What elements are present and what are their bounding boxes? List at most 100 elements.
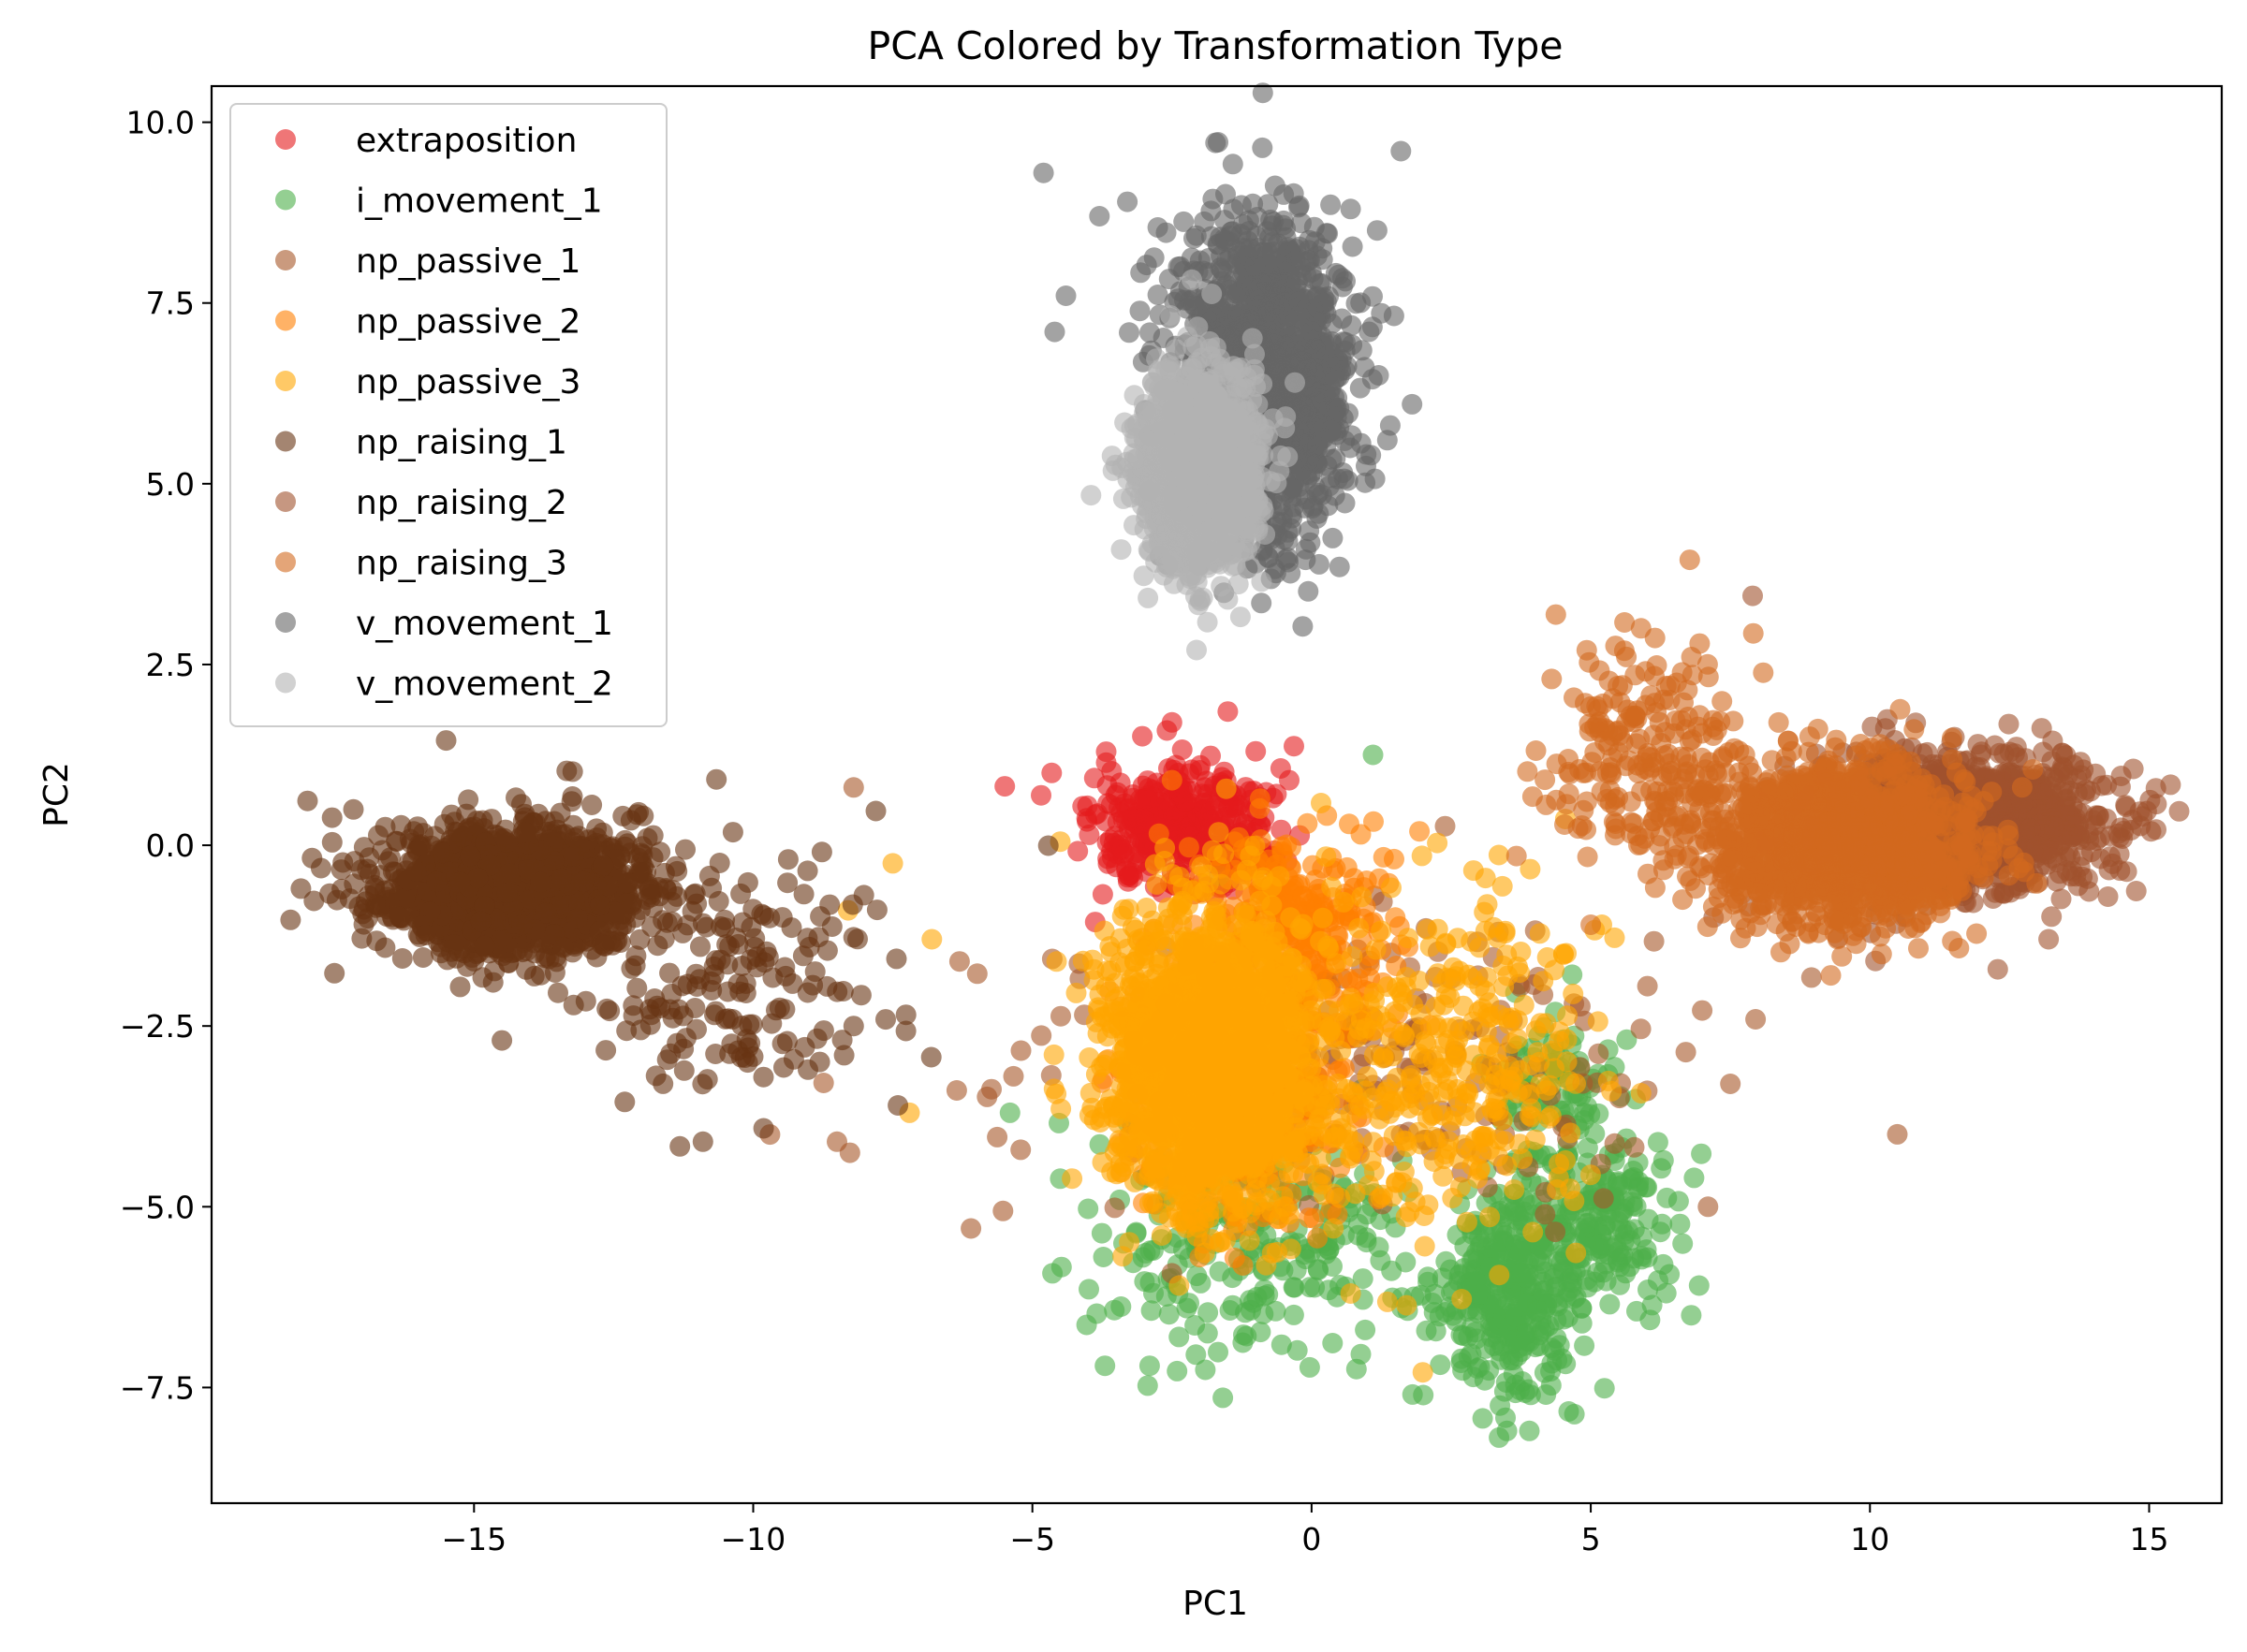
data-point [1109, 1130, 1130, 1151]
data-point [1228, 1055, 1250, 1076]
data-point [1175, 791, 1196, 812]
data-point [1667, 1191, 1689, 1212]
data-point [1148, 951, 1169, 972]
data-point [1326, 953, 1347, 974]
data-point [1371, 920, 1392, 942]
data-point [1137, 1375, 1158, 1396]
data-point [1193, 1031, 1214, 1052]
data-point [1208, 1341, 1228, 1363]
data-point [1365, 939, 1387, 960]
data-point [1491, 875, 1513, 897]
data-point [1160, 969, 1182, 990]
data-point [1161, 769, 1182, 791]
data-point [813, 1073, 834, 1093]
data-point [1576, 1213, 1597, 1235]
data-point [1675, 1042, 1696, 1063]
data-point [1285, 1131, 1307, 1152]
data-point [1245, 740, 1267, 762]
data-point [1576, 1269, 1597, 1291]
data-point [1190, 754, 1212, 776]
data-point [1043, 1044, 1065, 1065]
data-point [1046, 951, 1067, 972]
data-point [948, 951, 970, 972]
data-point [1146, 873, 1168, 895]
data-point [1178, 837, 1199, 858]
data-point [1256, 1134, 1278, 1156]
data-point [1099, 936, 1121, 958]
data-point [1562, 964, 1583, 986]
data-point [1226, 1212, 1248, 1234]
data-point [1571, 1312, 1593, 1334]
points-layer [280, 82, 2190, 1448]
data-point [1565, 1073, 1586, 1094]
data-point [1184, 1182, 1206, 1204]
data-point [1505, 1374, 1526, 1396]
data-point [1153, 1039, 1175, 1060]
data-point [992, 1200, 1014, 1221]
data-point [1395, 1251, 1417, 1273]
data-point [1299, 1356, 1320, 1378]
data-point [1250, 1322, 1271, 1343]
data-point [1205, 904, 1226, 926]
data-point [1391, 1090, 1413, 1112]
data-point [1312, 907, 1333, 928]
data-point [1473, 1132, 1494, 1153]
data-point [1118, 899, 1139, 920]
data-point [1094, 1054, 1115, 1075]
data-point [1396, 1294, 1417, 1316]
data-point [1092, 884, 1113, 905]
data-point [1611, 1219, 1633, 1240]
data-point [1343, 993, 1364, 1015]
data-point [1651, 1158, 1672, 1179]
data-point [1376, 1291, 1398, 1312]
data-point [1395, 976, 1417, 998]
data-point [1281, 837, 1301, 858]
data-point [1409, 821, 1431, 842]
data-point [1496, 1155, 1518, 1177]
data-point [1691, 1143, 1712, 1164]
data-point [1545, 1221, 1566, 1243]
data-point [994, 776, 1016, 797]
data-point [1050, 1256, 1072, 1278]
data-point [1215, 778, 1237, 799]
data-point [1557, 1005, 1579, 1027]
data-point [1577, 1096, 1598, 1118]
data-point [1509, 1241, 1531, 1263]
data-point [1425, 996, 1447, 1017]
data-point [1333, 891, 1355, 913]
data-point [1246, 983, 1267, 1003]
data-point [1031, 1025, 1052, 1046]
data-point [1043, 1078, 1065, 1100]
data-point [1217, 701, 1239, 723]
data-point [1527, 1042, 1549, 1063]
data-point [1279, 769, 1300, 791]
data-point [1207, 1076, 1228, 1097]
data-point [1597, 1070, 1619, 1091]
data-point [1442, 1305, 1463, 1326]
data-point [1176, 1201, 1197, 1221]
data-point [1465, 1271, 1487, 1293]
data-point [1094, 1355, 1116, 1377]
data-point [1138, 1355, 1160, 1377]
data-point [1488, 1054, 1509, 1075]
data-point [1556, 943, 1577, 964]
data-point [1079, 1082, 1101, 1104]
data-point [1169, 1025, 1191, 1046]
data-point [1310, 1086, 1330, 1107]
data-point [1394, 1026, 1415, 1047]
data-point [1224, 1247, 1245, 1268]
data-point [1215, 1229, 1236, 1250]
data-point [1490, 1395, 1511, 1416]
data-point [1067, 841, 1089, 862]
data-point [1151, 1225, 1172, 1246]
data-point [1315, 846, 1337, 868]
data-point [1185, 1065, 1207, 1087]
data-point [1088, 1000, 1109, 1020]
data-point [1462, 860, 1484, 882]
data-point [1376, 1012, 1398, 1032]
data-point [1493, 1131, 1515, 1152]
data-point [1547, 1178, 1567, 1200]
data-point [1096, 775, 1118, 797]
data-point [1577, 1137, 1598, 1159]
data-point [1261, 876, 1283, 898]
